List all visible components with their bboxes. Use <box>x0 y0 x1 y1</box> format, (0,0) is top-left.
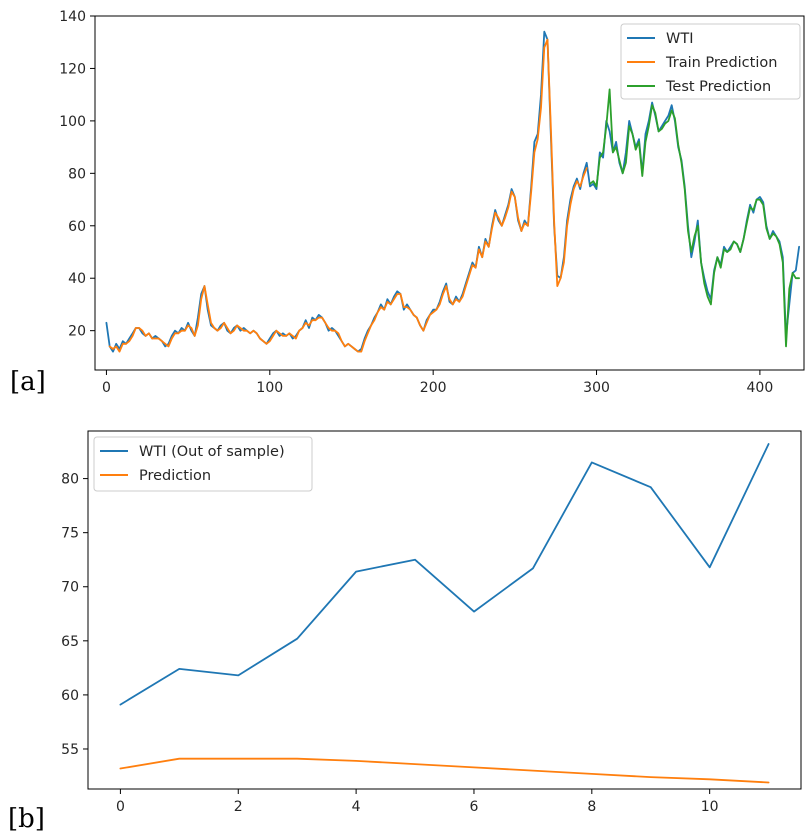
series-line-test-prediction <box>589 88 800 348</box>
x-tick-label: 200 <box>420 380 447 396</box>
y-tick-label: 40 <box>68 271 86 287</box>
chart-a-legend: WTI Train Prediction Test Prediction <box>620 23 801 100</box>
y-tick-label: 55 <box>61 742 79 758</box>
chart-b-axes-frame <box>87 430 802 790</box>
y-tick-label: 65 <box>61 634 79 650</box>
chart-a-series-layer <box>105 30 800 353</box>
y-tick-label: 20 <box>68 324 86 340</box>
legend-label-wti-out-of-sample: WTI (Out of sample) <box>139 444 285 460</box>
x-tick-label: 4 <box>352 799 361 815</box>
x-tick-label: 400 <box>747 380 774 396</box>
legend-box <box>620 23 801 100</box>
chart-a: 0 100 200 300 400 20 40 60 80 100 120 140 WTI Train … <box>59 9 805 396</box>
y-tick-label: 120 <box>59 61 86 77</box>
chart-b-legend: WTI (Out of sample) Prediction <box>93 436 313 492</box>
x-tick-label: 100 <box>256 380 283 396</box>
panel-label-a: [a] <box>10 367 46 397</box>
x-tick-label: 0 <box>102 380 111 396</box>
series-line-prediction <box>119 757 770 784</box>
chart-a-ticks: 0 100 200 300 400 20 40 60 80 100 120 140 <box>59 9 773 396</box>
chart-b-ticks: 0 2 4 6 8 10 55 60 65 70 75 80 <box>61 472 718 815</box>
chart-a-axes-frame <box>94 15 805 371</box>
x-tick-label: 2 <box>234 799 243 815</box>
y-tick-label: 75 <box>61 526 79 542</box>
legend-label-test-prediction: Test Prediction <box>665 79 771 95</box>
y-tick-label: 140 <box>59 9 86 25</box>
series-line-train-prediction <box>108 38 588 353</box>
y-tick-label: 80 <box>68 166 86 182</box>
chart-b: 0 2 4 6 8 10 55 60 65 70 75 80 WTI (Out of sample) P… <box>61 430 802 815</box>
chart-b-series-layer <box>119 443 770 784</box>
legend-box <box>93 436 313 492</box>
y-tick-label: 80 <box>61 472 79 488</box>
panel-label-b: [b] <box>8 804 45 834</box>
x-tick-label: 10 <box>701 799 719 815</box>
legend-label-prediction: Prediction <box>139 468 211 484</box>
legend-label-wti: WTI <box>666 31 693 47</box>
x-tick-label: 300 <box>583 380 610 396</box>
x-tick-label: 8 <box>587 799 596 815</box>
y-tick-label: 100 <box>59 114 86 130</box>
legend-label-train-prediction: Train Prediction <box>665 55 777 71</box>
x-tick-label: 6 <box>470 799 479 815</box>
y-tick-label: 60 <box>61 688 79 704</box>
x-tick-label: 0 <box>116 799 125 815</box>
y-tick-label: 70 <box>61 580 79 596</box>
series-line-wti-out-of-sample <box>119 443 770 706</box>
y-tick-label: 60 <box>68 219 86 235</box>
